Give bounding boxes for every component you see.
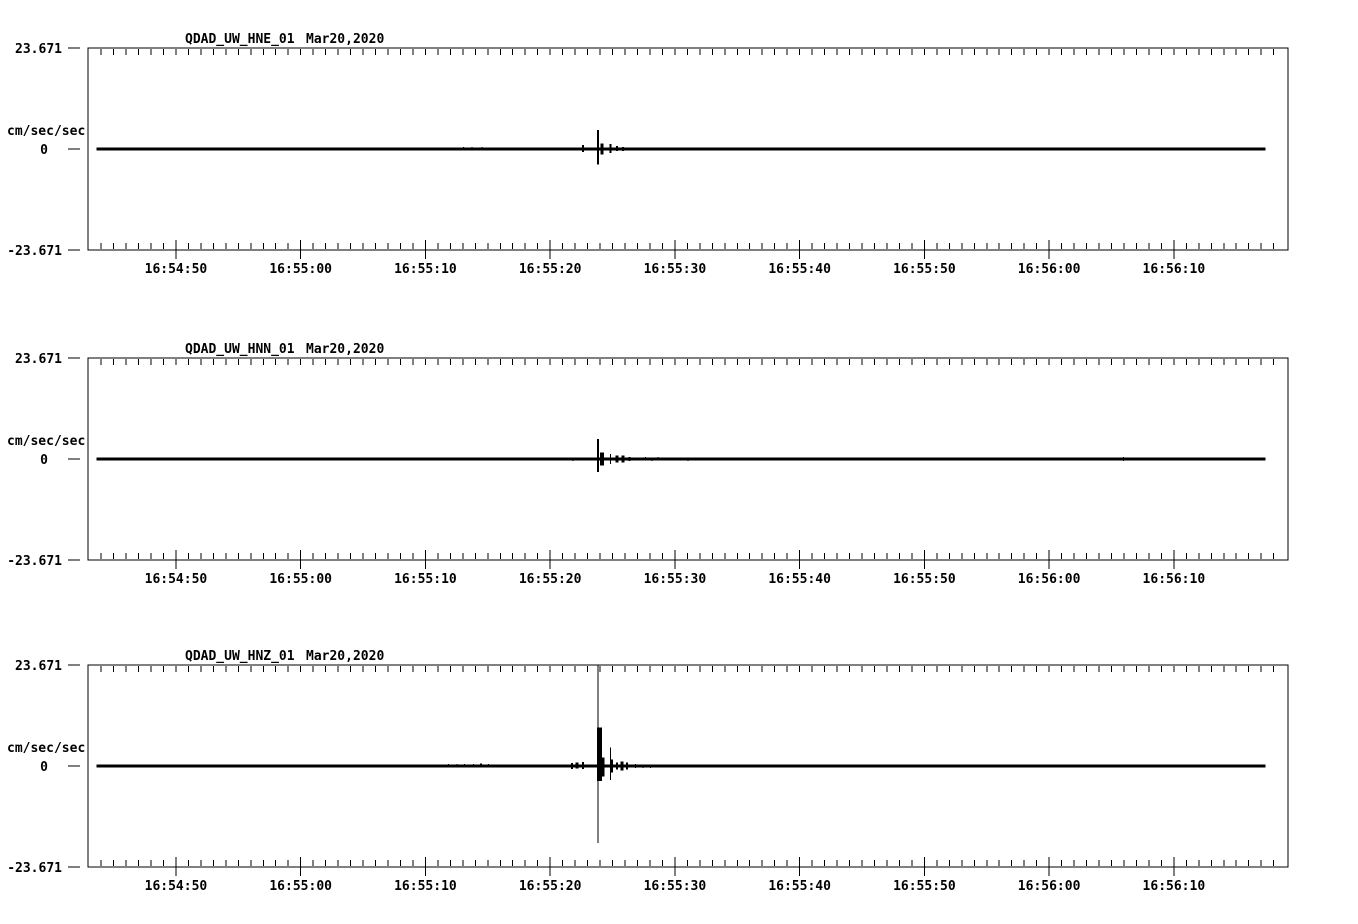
y-axis-unit-label: cm/sec/sec xyxy=(7,124,85,139)
y-tick-label: 0 xyxy=(40,760,48,775)
y-tick-label: -23.671 xyxy=(7,861,62,876)
x-tick-label: 16:55:50 xyxy=(893,262,956,277)
seismogram-panel-2: QDAD_UW_HNN_01 Mar20,2020 16:54:50 16:55:00… xyxy=(7,342,1289,587)
x-tick-label: 16:55:10 xyxy=(394,879,457,894)
x-tick-label: 16:55:20 xyxy=(519,879,582,894)
x-tick-label: 16:56:00 xyxy=(1018,262,1081,277)
y-tick-label: -23.671 xyxy=(7,554,62,569)
plot-box xyxy=(87,47,1289,251)
x-tick-label: 16:56:10 xyxy=(1143,879,1206,894)
x-tick-label: 16:55:40 xyxy=(768,572,831,587)
seismogram-panel-3: QDAD_UW_HNZ_01 Mar20,2020 16:54:50 16:55:00… xyxy=(7,649,1289,894)
x-tick-label: 16:55:30 xyxy=(644,879,707,894)
x-tick-label: 16:55:30 xyxy=(644,262,707,277)
y-axis-unit-label: cm/sec/sec xyxy=(7,434,85,449)
x-tick-label: 16:55:50 xyxy=(893,879,956,894)
panel-title: QDAD_UW_HNN_01 xyxy=(185,342,295,357)
x-tick-label: 16:55:30 xyxy=(644,572,707,587)
y-tick-label: -23.671 xyxy=(7,244,62,259)
x-tick-label: 16:55:20 xyxy=(519,572,582,587)
x-tick-label: 16:56:00 xyxy=(1018,879,1081,894)
x-tick-label: 16:55:20 xyxy=(519,262,582,277)
panel-title: QDAD_UW_HNE_01 xyxy=(185,32,295,47)
panel-date: Mar20,2020 xyxy=(306,342,384,357)
x-tick-label: 16:55:40 xyxy=(768,879,831,894)
y-axis-unit-label: cm/sec/sec xyxy=(7,741,85,756)
x-tick-label: 16:55:50 xyxy=(893,572,956,587)
waveform-trace xyxy=(96,438,1266,473)
y-tick-label: 23.671 xyxy=(15,352,62,367)
y-tick-label: 0 xyxy=(40,143,48,158)
panel-title: QDAD_UW_HNZ_01 xyxy=(185,649,295,664)
panel-date: Mar20,2020 xyxy=(306,32,384,47)
x-tick-label: 16:54:50 xyxy=(145,262,208,277)
x-tick-label: 16:56:00 xyxy=(1018,572,1081,587)
y-tick-label: 23.671 xyxy=(15,42,62,57)
waveform-trace xyxy=(96,665,1266,843)
x-tick-label: 16:56:10 xyxy=(1143,262,1206,277)
x-tick-label: 16:55:00 xyxy=(269,879,332,894)
seismogram-panel-1: QDAD_UW_HNE_01 Mar20,2020 16:54:50 16:55:00… xyxy=(7,32,1289,277)
waveform-trace xyxy=(96,129,1266,165)
plot-box xyxy=(87,664,1289,868)
y-tick-label: 0 xyxy=(40,453,48,468)
y-tick-label: 23.671 xyxy=(15,659,62,674)
x-tick-label: 16:56:10 xyxy=(1143,572,1206,587)
x-tick-label: 16:55:00 xyxy=(269,572,332,587)
x-tick-label: 16:55:00 xyxy=(269,262,332,277)
x-tick-label: 16:55:10 xyxy=(394,572,457,587)
x-tick-label: 16:54:50 xyxy=(145,879,208,894)
x-tick-label: 16:54:50 xyxy=(145,572,208,587)
x-tick-label: 16:55:40 xyxy=(768,262,831,277)
panel-date: Mar20,2020 xyxy=(306,649,384,664)
x-tick-label: 16:55:10 xyxy=(394,262,457,277)
plot-box xyxy=(87,357,1289,561)
